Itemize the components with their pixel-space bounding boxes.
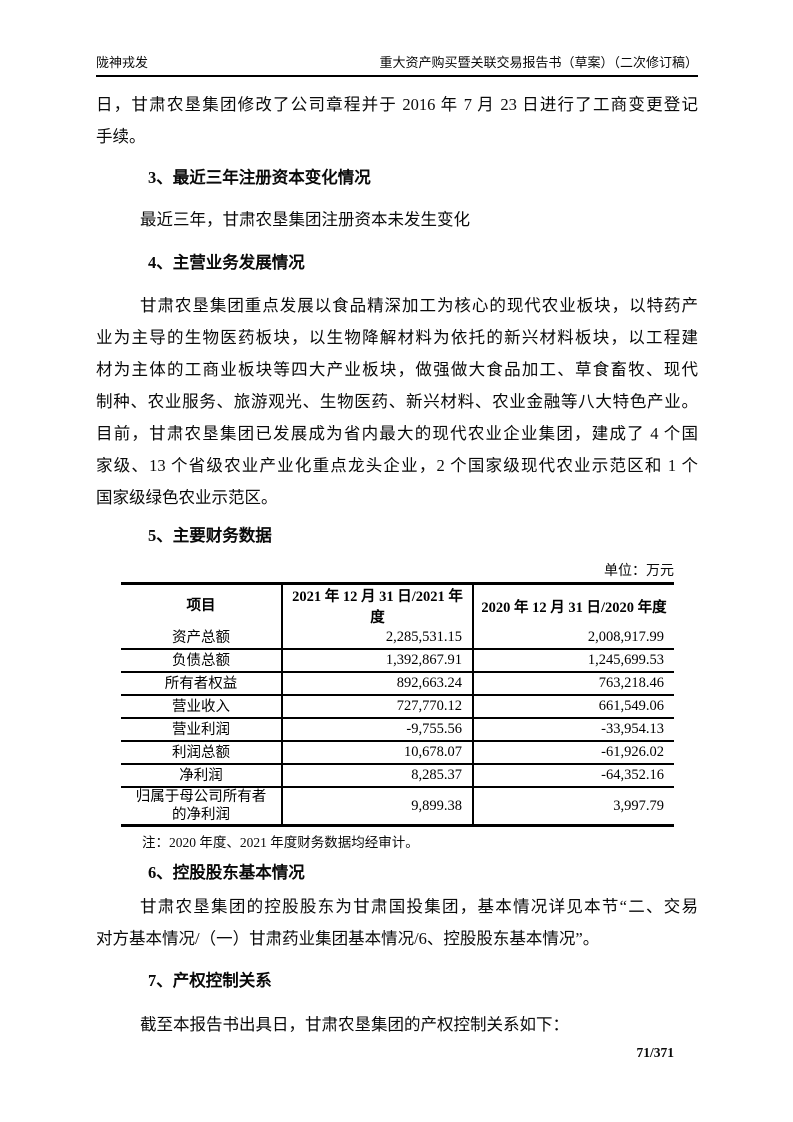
text-line: 日，甘肃农垦集团修改了公司章程并于 2016 年 7 月 23 日进行了工商变更… xyxy=(96,95,698,114)
text-line: 手续。 xyxy=(96,127,146,146)
unit-label: 单位：万元 xyxy=(604,564,674,579)
row-label: 营业利润 xyxy=(121,718,283,741)
header-company-name: 陇神戎发 xyxy=(96,55,149,70)
row-label: 利润总额 xyxy=(121,741,283,764)
heading-equity-control: 7、产权控制关系 xyxy=(148,971,272,990)
value-2021: 727,770.12 xyxy=(282,695,474,718)
heading-financial-data: 5、主要财务数据 xyxy=(148,526,272,545)
paragraph-continuation: 日，甘肃农垦集团修改了公司章程并于 2016 年 7 月 23 日进行了工商变更… xyxy=(96,89,698,153)
page-content: 日，甘肃农垦集团修改了公司章程并于 2016 年 7 月 23 日进行了工商变更… xyxy=(96,89,698,1062)
table-note: 注：2020 年度、2021 年度财务数据均经审计。 xyxy=(142,835,419,850)
text-line: 业为主导的生物医药板块，以生物降解材料为依托的新兴材料板块，以工程建 xyxy=(96,328,698,347)
table-row: 所有者权益 892,663.24 763,218.46 xyxy=(121,672,674,695)
column-header-2020: 2020 年 12 月 31 日/2020 年度 xyxy=(481,599,667,616)
financial-table-wrapper: 项目 2021 年 12 月 31 日/2021 年度 2020 年 12 月 … xyxy=(121,582,674,827)
text-line: 甘肃农垦集团重点发展以食品精深加工为核心的现代农业板块，以特药产 xyxy=(140,296,698,315)
heading-controlling-shareholder: 6、控股股东基本情况 xyxy=(148,863,305,882)
table-row: 负债总额 1,392,867.91 1,245,699.53 xyxy=(121,649,674,672)
text-line: 对方基本情况/（一）甘肃药业集团基本情况/6、控股股东基本情况”。 xyxy=(96,929,600,948)
value-2021: 8,285.37 xyxy=(282,764,474,787)
paragraph-registered-capital: 最近三年，甘肃农垦集团注册资本未发生变化 xyxy=(96,204,698,236)
text-line: 家级、13 个省级农业产业化重点龙头企业，2 个国家级现代农业示范区和 1 个 xyxy=(96,456,698,475)
value-2021: 2,285,531.15 xyxy=(282,627,474,649)
table-header-row: 项目 2021 年 12 月 31 日/2021 年度 2020 年 12 月 … xyxy=(121,583,674,627)
text-line: 制种、农业服务、旅游观光、生物医药、新兴材料、农业金融等八大特色产业。 xyxy=(96,392,698,411)
value-2021: 1,392,867.91 xyxy=(282,649,474,672)
text-line: 最近三年，甘肃农垦集团注册资本未发生变化 xyxy=(140,210,470,229)
value-2021: 892,663.24 xyxy=(282,672,474,695)
value-2021: -9,755.56 xyxy=(282,718,474,741)
column-header-item: 项目 xyxy=(121,583,283,627)
paragraph-equity-control: 截至本报告书出具日，甘肃农垦集团的产权控制关系如下： xyxy=(96,1009,698,1041)
page-header: 陇神戎发 重大资产购买暨关联交易报告书（草案）（二次修订稿） xyxy=(96,55,698,77)
financial-table: 项目 2021 年 12 月 31 日/2021 年度 2020 年 12 月 … xyxy=(121,582,674,827)
heading-registered-capital: 3、最近三年注册资本变化情况 xyxy=(148,168,371,187)
paragraph-main-business: 甘肃农垦集团重点发展以食品精深加工为核心的现代农业板块，以特药产 业为主导的生物… xyxy=(96,290,698,514)
table-row: 归属于母公司所有者 的净利润 9,899.38 3,997.79 xyxy=(121,787,674,826)
heading-main-business: 4、主营业务发展情况 xyxy=(148,253,305,272)
text-line: 材为主体的工商业板块等四大产业板块，做强做大食品加工、草食畜牧、现代 xyxy=(96,360,698,379)
table-row: 营业收入 727,770.12 661,549.06 xyxy=(121,695,674,718)
value-2020: 763,218.46 xyxy=(598,675,664,691)
paragraph-controlling-shareholder: 甘肃农垦集团的控股股东为甘肃国投集团，基本情况详见本节“二、交易 对方基本情况/… xyxy=(96,891,698,955)
value-2020: -64,352.16 xyxy=(601,767,664,783)
value-2021: 10,678.07 xyxy=(282,741,474,764)
text-line: 国家级绿色农业示范区。 xyxy=(96,488,278,507)
column-header-2021: 2021 年 12 月 31 日/2021 年度 xyxy=(282,583,474,627)
value-2020: 2,008,917.99 xyxy=(587,629,664,645)
row-label: 所有者权益 xyxy=(121,672,283,695)
value-2020: -33,954.13 xyxy=(601,721,664,737)
table-row: 资产总额 2,285,531.15 2,008,917.99 xyxy=(121,627,674,649)
text-line: 目前，甘肃农垦集团已发展成为省内最大的现代农业企业集团，建成了 4 个国 xyxy=(96,424,698,443)
table-row: 利润总额 10,678.07 -61,926.02 xyxy=(121,741,674,764)
text-line: 甘肃农垦集团的控股股东为甘肃国投集团，基本情况详见本节“二、交易 xyxy=(140,897,698,916)
row-label: 负债总额 xyxy=(121,649,283,672)
value-2020: 1,245,699.53 xyxy=(587,652,664,668)
table-row: 营业利润 -9,755.56 -33,954.13 xyxy=(121,718,674,741)
row-label: 营业收入 xyxy=(121,695,283,718)
row-label: 资产总额 xyxy=(121,627,283,649)
text-line: 截至本报告书出具日，甘肃农垦集团的产权控制关系如下： xyxy=(140,1015,569,1034)
value-2020: 661,549.06 xyxy=(598,698,664,714)
table-row: 净利润 8,285.37 -64,352.16 xyxy=(121,764,674,787)
value-2020: -61,926.02 xyxy=(601,744,664,760)
value-2021: 9,899.38 xyxy=(282,787,474,826)
row-label: 净利润 xyxy=(121,764,283,787)
header-report-title: 重大资产购买暨关联交易报告书（草案）（二次修订稿） xyxy=(379,55,698,70)
page-number: 71/371 xyxy=(636,1045,674,1060)
value-2020: 3,997.79 xyxy=(613,797,664,814)
row-label: 归属于母公司所有者 的净利润 xyxy=(121,787,283,826)
